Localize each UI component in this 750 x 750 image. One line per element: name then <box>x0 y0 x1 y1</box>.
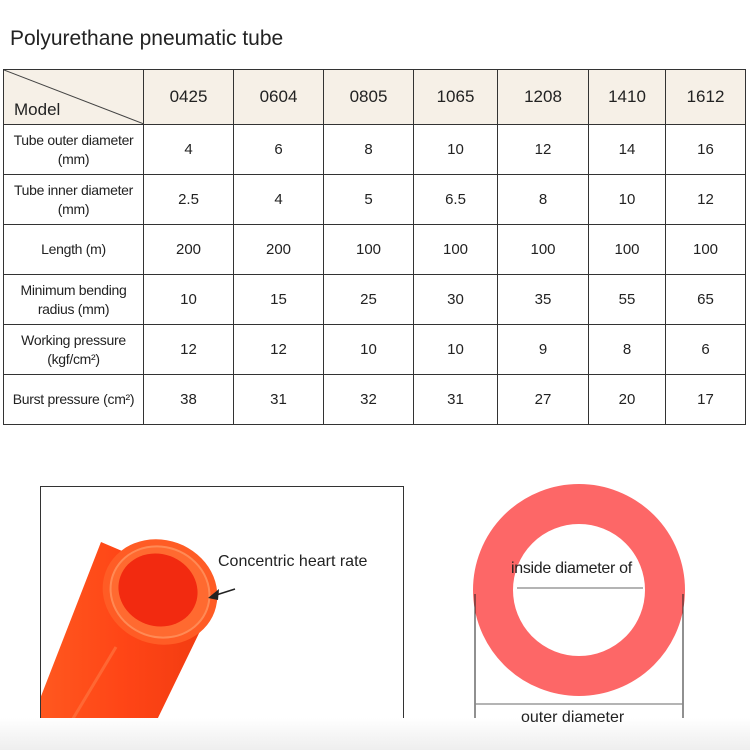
row-label: Tube inner diameter (mm) <box>3 174 144 225</box>
table-cell: 200 <box>143 224 234 275</box>
table-cell: 12 <box>497 124 589 175</box>
table-cell: 6 <box>233 124 324 175</box>
table-cell: 10 <box>323 324 414 375</box>
table-cell: 65 <box>665 274 746 325</box>
table-cell: 100 <box>323 224 414 275</box>
model-label: Model <box>14 100 61 119</box>
table-cell: 31 <box>413 374 498 425</box>
diagonal-line <box>4 70 144 124</box>
table-cell: 100 <box>497 224 589 275</box>
table-cell: 10 <box>143 274 234 325</box>
table-cell: 12 <box>143 324 234 375</box>
table-cell: 16 <box>665 124 746 175</box>
tube-cross-section <box>473 484 685 696</box>
table-cell: 100 <box>413 224 498 275</box>
table-cell: 8 <box>323 124 414 175</box>
row-label: Burst pressure (cm²) <box>3 374 144 425</box>
model-header: 0805 <box>323 69 414 125</box>
concentric-annotation: Concentric heart rate <box>218 553 368 570</box>
table-cell: 200 <box>233 224 324 275</box>
table-cell: 10 <box>413 124 498 175</box>
table-row: Working pressure (kgf/cm²) 12 12 10 10 9 8 6 <box>3 324 746 375</box>
tube-photo <box>40 486 404 723</box>
inner-diameter-label: inside diameter of <box>511 560 632 577</box>
table-cell: 25 <box>323 274 414 325</box>
table-cell: 2.5 <box>143 174 234 225</box>
table-cell: 9 <box>497 324 589 375</box>
table-cell: 100 <box>588 224 666 275</box>
table-row: Tube inner diameter (mm) 2.5 4 5 6.5 8 10 12 <box>3 174 746 225</box>
row-label: Length (m) <box>3 224 144 275</box>
model-header: 0425 <box>143 69 234 125</box>
table-cell: 35 <box>497 274 589 325</box>
model-header: 0604 <box>233 69 324 125</box>
table-cell: 38 <box>143 374 234 425</box>
header-row: Model 0425 0604 0805 1065 1208 1410 1612 <box>3 69 746 125</box>
tube-illustration <box>41 539 236 722</box>
ring-diagram <box>473 484 685 725</box>
table-cell: 5 <box>323 174 414 225</box>
row-label: Minimum bending radius (mm) <box>3 274 144 325</box>
table-cell: 6.5 <box>413 174 498 225</box>
model-header: 1065 <box>413 69 498 125</box>
table-cell: 55 <box>588 274 666 325</box>
model-header: 1208 <box>497 69 589 125</box>
table-cell: 4 <box>233 174 324 225</box>
table-cell: 8 <box>497 174 589 225</box>
table-cell: 32 <box>323 374 414 425</box>
table-cell: 31 <box>233 374 324 425</box>
row-label: Tube outer diameter (mm) <box>3 124 144 175</box>
table-row: Burst pressure (cm²) 38 31 32 31 27 20 17 <box>3 374 746 425</box>
outer-diameter-label: outer diameter <box>521 709 625 726</box>
table-cell: 20 <box>588 374 666 425</box>
table-cell: 100 <box>665 224 746 275</box>
spec-table: Model 0425 0604 0805 1065 1208 1410 1612 Tube … <box>3 69 746 425</box>
table-cell: 17 <box>665 374 746 425</box>
table-cell: 10 <box>413 324 498 375</box>
table-cell: 8 <box>588 324 666 375</box>
table-cell: 15 <box>233 274 324 325</box>
table-cell: 12 <box>233 324 324 375</box>
table-cell: 14 <box>588 124 666 175</box>
table-cell: 12 <box>665 174 746 225</box>
table-row: Tube outer diameter (mm) 4 6 8 10 12 14 16 <box>3 124 746 175</box>
table-row: Length (m) 200 200 100 100 100 100 100 <box>3 224 746 275</box>
table-cell: 6 <box>665 324 746 375</box>
bottom-fade <box>0 718 750 750</box>
row-label: Working pressure (kgf/cm²) <box>3 324 144 375</box>
model-header: 1410 <box>588 69 666 125</box>
page-title: Polyurethane pneumatic tube <box>10 27 284 50</box>
table-cell: 4 <box>143 124 234 175</box>
corner-cell: Model <box>3 69 144 125</box>
table-row: Minimum bending radius (mm) 10 15 25 30 35 55 6… <box>3 274 746 325</box>
table-cell: 30 <box>413 274 498 325</box>
model-header: 1612 <box>665 69 746 125</box>
table-cell: 10 <box>588 174 666 225</box>
table-cell: 27 <box>497 374 589 425</box>
